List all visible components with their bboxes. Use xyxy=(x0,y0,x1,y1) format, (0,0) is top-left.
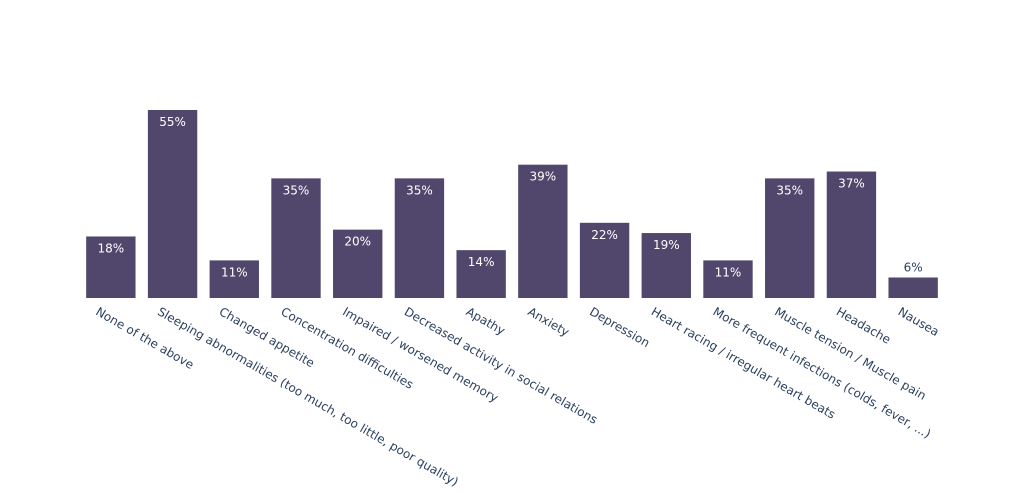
data-label-3: 35% xyxy=(283,183,310,197)
data-label-6: 14% xyxy=(468,255,495,269)
bar-5 xyxy=(394,178,445,298)
bar-12 xyxy=(826,171,877,298)
bar-0 xyxy=(86,236,136,298)
bar-6 xyxy=(456,250,506,298)
data-label-2: 11% xyxy=(221,265,248,279)
bar-13 xyxy=(888,277,938,298)
bar-8 xyxy=(579,222,630,298)
data-label-9: 19% xyxy=(653,238,680,252)
data-label-13: 6% xyxy=(904,260,923,274)
bar-7 xyxy=(518,164,568,298)
bar-10 xyxy=(703,260,753,298)
data-label-12: 37% xyxy=(838,177,865,191)
x-tick-label-7: Anxiety xyxy=(525,304,571,339)
bars-group xyxy=(86,110,938,298)
data-label-1: 55% xyxy=(159,115,186,129)
data-label-5: 35% xyxy=(406,183,433,197)
data-label-11: 35% xyxy=(776,183,803,197)
data-label-10: 11% xyxy=(715,265,742,279)
data-label-8: 22% xyxy=(591,228,618,242)
x-tick-label-10: More frequent infections (colds, fever, … xyxy=(711,304,934,441)
data-label-0: 18% xyxy=(98,241,125,255)
bar-2 xyxy=(209,260,259,298)
x-tick-label-13: Nausea xyxy=(896,304,942,339)
x-tick-label-8: Depression xyxy=(587,304,652,350)
data-label-7: 39% xyxy=(530,170,557,184)
bar-4 xyxy=(333,229,383,298)
bar-3 xyxy=(271,178,321,298)
x-tick-label-6: Apathy xyxy=(464,304,508,337)
bar-1 xyxy=(147,110,198,298)
data-label-4: 20% xyxy=(344,235,371,249)
data-labels-group: 18% 55% 11% 35% 20% 35% 14% 39% 22% 19% 11% 35% 37% 6… xyxy=(98,115,923,279)
bar-9 xyxy=(641,233,691,298)
bar-11 xyxy=(765,178,815,298)
